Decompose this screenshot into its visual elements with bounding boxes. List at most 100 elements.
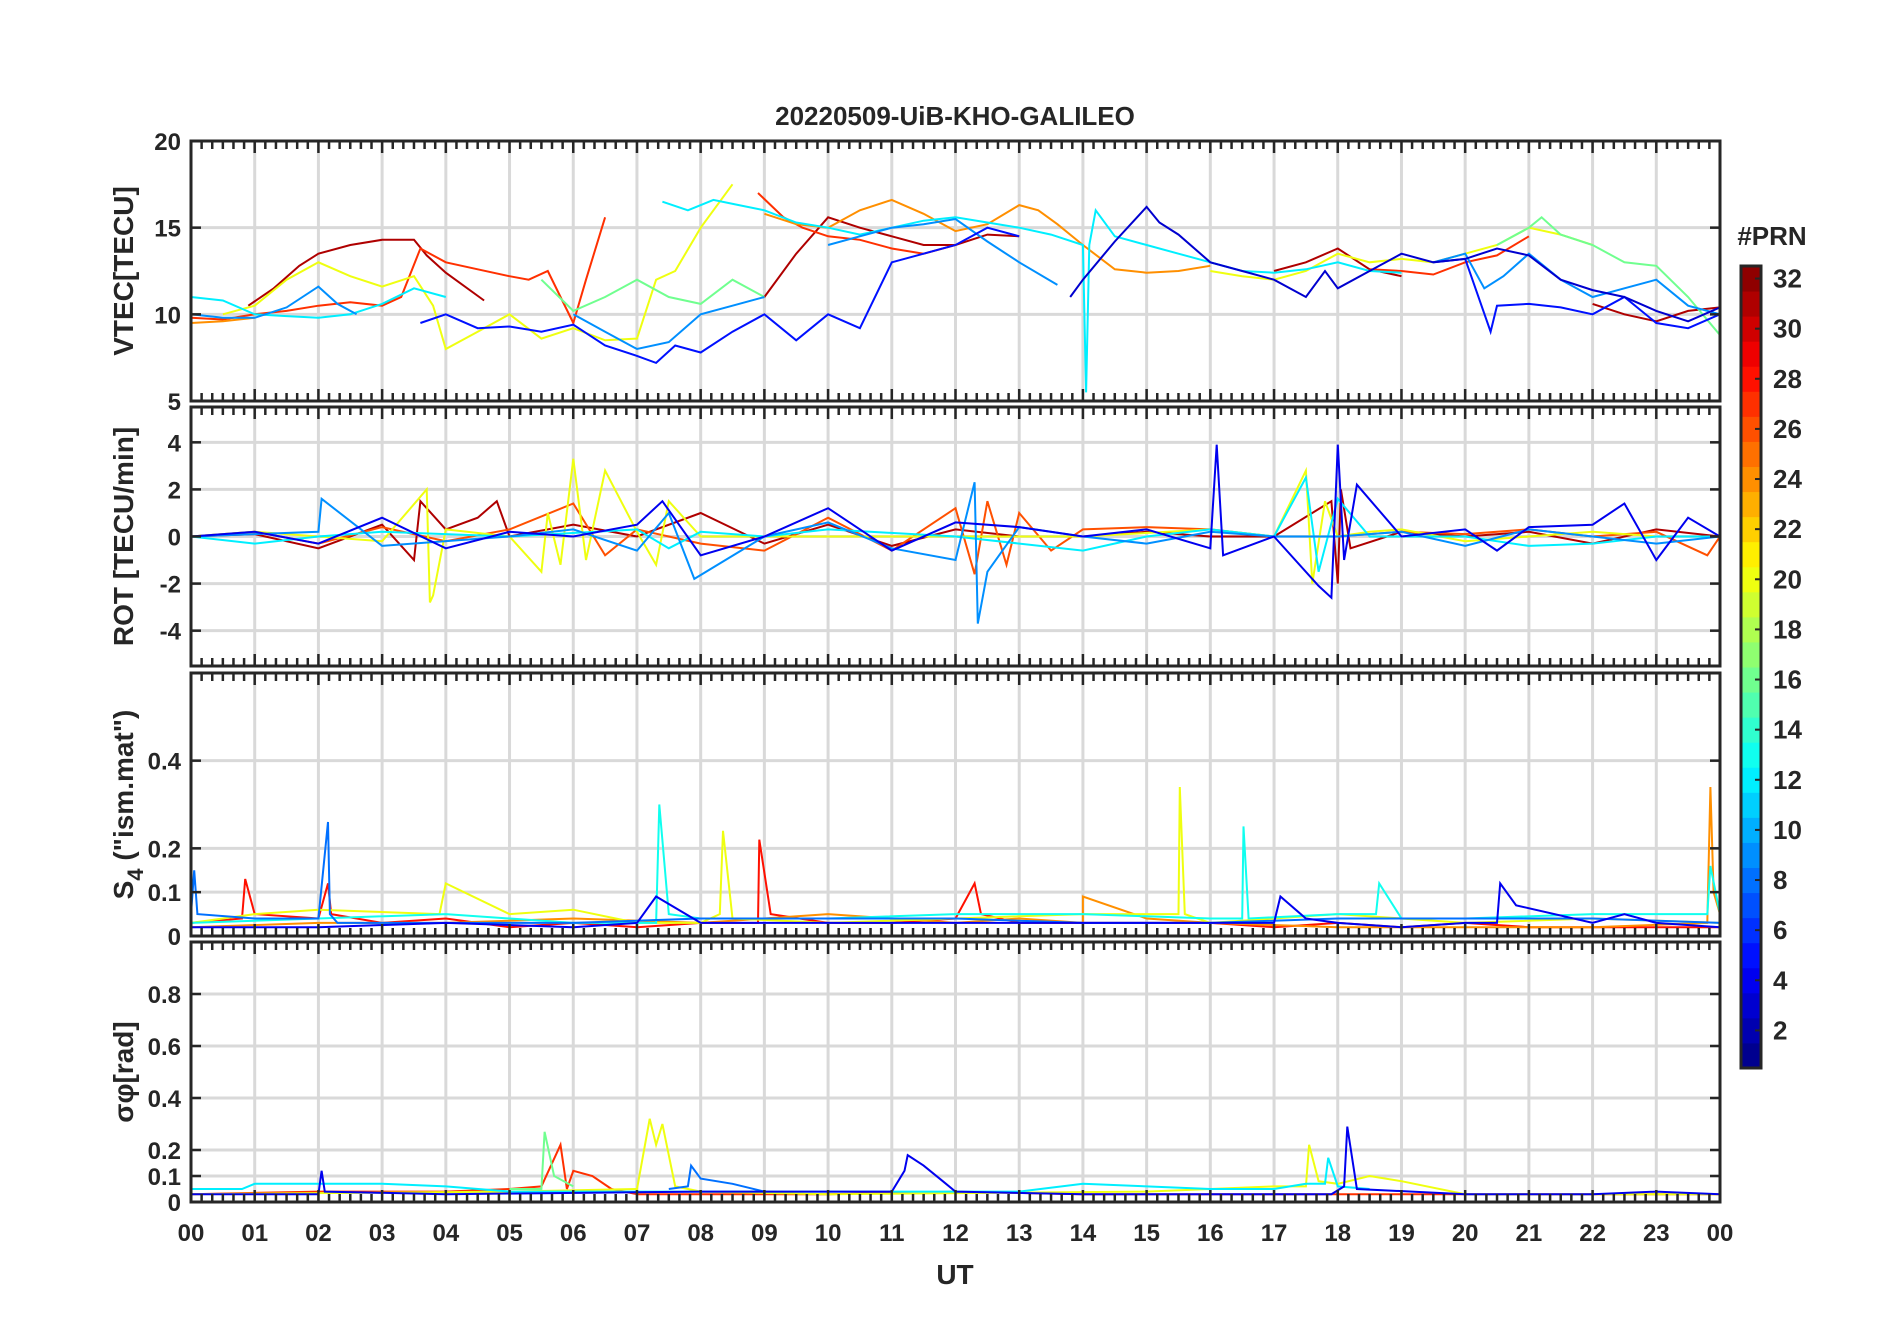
x-tick-label: 20 [1452, 1220, 1479, 1247]
colorbar-band [1741, 892, 1761, 919]
x-tick-label: 07 [624, 1220, 651, 1247]
y-tick-label: 0 [168, 1190, 181, 1217]
x-tick-label: 01 [241, 1220, 268, 1247]
y-tick-label: 15 [154, 216, 181, 243]
x-tick-label: 09 [751, 1220, 778, 1247]
x-tick-label: 19 [1388, 1220, 1415, 1247]
colorbar-band [1741, 466, 1761, 493]
y-tick-label: 0.2 [148, 1138, 181, 1165]
colorbar-band [1741, 667, 1761, 693]
colorbar-band [1741, 842, 1761, 868]
colorbar-band [1741, 917, 1761, 944]
colorbar-tick-label: 4 [1773, 965, 1788, 995]
colorbar-tick-label: 22 [1773, 514, 1802, 544]
x-tick-label: 08 [687, 1220, 714, 1247]
colorbar-band [1741, 341, 1761, 367]
colorbar-tick-label: 2 [1773, 1015, 1787, 1045]
y-axis-label-rest: ("ism.mat") [108, 710, 139, 869]
colorbar-band [1741, 366, 1761, 392]
colorbar-tick-label: 28 [1773, 364, 1802, 394]
series-prn-27-line [1369, 235, 1530, 276]
x-tick-label: 02 [305, 1220, 332, 1247]
colorbar-band [1741, 792, 1761, 818]
x-tick-label: 16 [1197, 1220, 1224, 1247]
series-prn-9-line [191, 285, 358, 319]
series-prn-3-line [1069, 205, 1720, 323]
colorbar-band [1741, 817, 1761, 843]
series-prn-26-line [191, 500, 1720, 575]
colorbar-tick-label: 24 [1773, 464, 1802, 494]
colorbar-tick-label: 26 [1773, 414, 1802, 444]
y-tick-label: 4 [168, 430, 182, 457]
colorbar-band [1741, 391, 1761, 417]
colorbar-band [1741, 1017, 1761, 1044]
chart-title: 20220509-UiB-KHO-GALILEO [775, 101, 1135, 131]
colorbar-band [1741, 767, 1761, 793]
colorbar-frame [1739, 264, 1763, 1070]
y-tick-label: 20 [154, 129, 181, 156]
y-tick-label: 2 [168, 477, 181, 504]
series-prn-12-line [191, 287, 447, 319]
colorbar-band [1741, 1042, 1761, 1069]
x-tick-label: 05 [496, 1220, 523, 1247]
colorbar-tick-label: 30 [1773, 314, 1802, 344]
colorbar-tick-label: 16 [1773, 665, 1802, 695]
series-prn-24-line [764, 198, 1211, 274]
series-prn-4-line [191, 444, 1720, 600]
y-axis-label: VTEC[TECU] [108, 186, 139, 356]
x-tick-label: 17 [1261, 1220, 1288, 1247]
colorbar-tick-label: 6 [1773, 915, 1787, 945]
series-prn-12-line [191, 1157, 1370, 1193]
colorbar-band [1741, 992, 1761, 1019]
y-tick-label: 0 [168, 525, 181, 552]
y-tick-label: -2 [160, 572, 181, 599]
colorbar-band [1741, 742, 1761, 768]
x-tick-label: 18 [1324, 1220, 1351, 1247]
series-prn-8-line [668, 1163, 765, 1193]
series-prn-5-line [1433, 257, 1720, 336]
series-prn-31-line [247, 238, 485, 307]
panel-rot: -4 -2 0 2 4 ROT [TECU/min] [108, 405, 1722, 668]
series-prn-27-line [191, 217, 607, 326]
series-prn-31-line [191, 489, 1720, 584]
y-tick-label: 0.1 [148, 1164, 181, 1191]
colorbar-tick-label: 12 [1773, 765, 1802, 795]
panel-s4: 00.10.20.4S4 ("ism.mat") [108, 671, 1722, 951]
colorbar-band [1741, 867, 1761, 894]
series-prn-12-line [662, 198, 1402, 393]
panel-sigma_phi: 00.10.2 0.4 0.6 0.8 σφ[rad] [108, 940, 1722, 1217]
series-prn-4-line [191, 1126, 1720, 1196]
colorbar-tick-label: 10 [1773, 815, 1802, 845]
colorbar-band [1741, 616, 1761, 643]
y-tick-label: 0 [168, 924, 181, 951]
colorbar-band [1741, 692, 1761, 718]
colorbar-tick-label: 8 [1773, 865, 1787, 895]
x-tick-label: 11 [879, 1220, 904, 1247]
x-axis-label: UT [936, 1259, 973, 1290]
y-tick-label: 10 [154, 302, 181, 329]
colorbar-band [1741, 266, 1761, 292]
series-prn-16-line [540, 278, 765, 313]
colorbar-band [1741, 541, 1761, 568]
y-axis-label: ROT [TECU/min] [108, 427, 139, 646]
colorbar-band [1741, 291, 1761, 317]
colorbar-label: #PRN [1737, 221, 1806, 251]
series-prn-9-line [191, 482, 1720, 624]
series-prn-16-line [1496, 215, 1720, 336]
series-prn-31-line [763, 216, 1020, 298]
x-tick-label: 10 [815, 1220, 842, 1247]
y-tick-label: 0.4 [148, 1086, 182, 1113]
colorbar-band [1741, 967, 1761, 994]
y-tick-label: 0.1 [148, 880, 181, 907]
x-tick-label: 00 [178, 1220, 205, 1247]
x-tick-label: 22 [1579, 1220, 1606, 1247]
colorbar-band [1741, 591, 1761, 618]
x-tick-label: 12 [942, 1220, 969, 1247]
colorbar-tick-label: 20 [1773, 564, 1802, 594]
x-tick-label: 15 [1133, 1220, 1160, 1247]
x-tick-label: 03 [369, 1220, 396, 1247]
x-tick-label: 23 [1643, 1220, 1670, 1247]
x-tick-label: 04 [432, 1220, 459, 1247]
y-axis-label: σφ[rad] [108, 1021, 139, 1122]
